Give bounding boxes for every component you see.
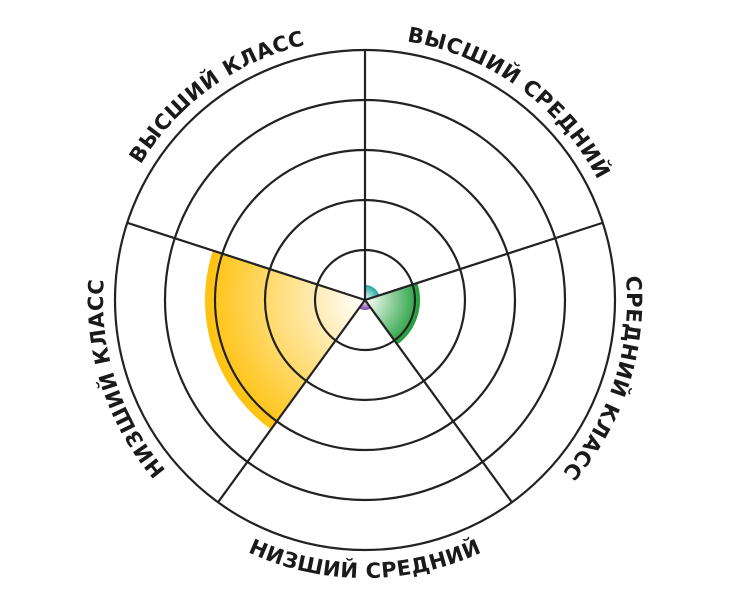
category-label: ВЫСШИЙ КЛАСС [125, 26, 307, 167]
category-label: НИЗШИЙ СРЕДНИЙ [246, 534, 485, 583]
category-label: ВЫСШИЙ СРЕДНИЙ [406, 23, 616, 183]
sector-divider [364, 299, 513, 503]
sector-divider [217, 299, 366, 503]
sector-4 [204, 250, 365, 430]
sector-divider [126, 221, 366, 302]
category-label: НИЗШИЙ КЛАСС [84, 278, 170, 482]
sectors [204, 250, 420, 430]
grid [113, 48, 617, 552]
sector-divider [364, 221, 604, 302]
sector-3 [359, 300, 371, 310]
